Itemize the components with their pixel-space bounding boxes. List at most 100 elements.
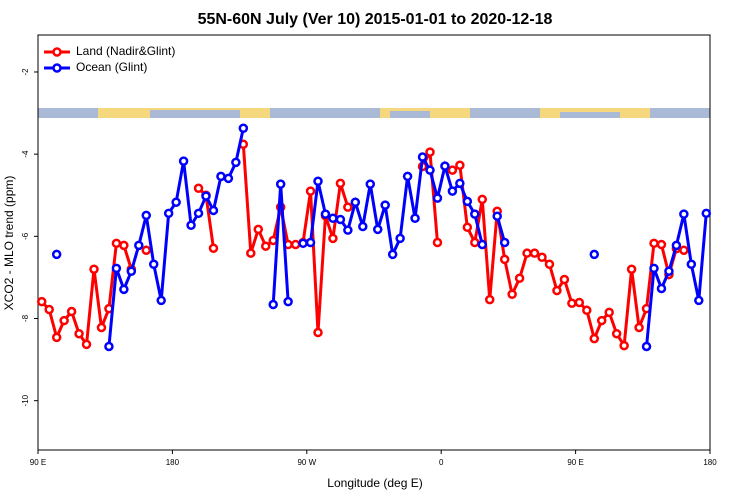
y-tick-label: -4 [21,150,30,158]
point [455,178,465,189]
point [305,186,316,196]
point [656,239,667,250]
point [649,263,659,274]
point [432,237,443,248]
point [641,341,652,352]
point [686,259,697,270]
point [305,237,316,248]
point [66,306,77,317]
legend-label: Land (Nadir&Glint) [76,44,175,58]
point [201,191,211,201]
point [223,173,234,184]
point [387,249,398,260]
series-line [107,127,708,347]
y-axis-label: XCO2 - MLO trend (ppm) [2,176,16,311]
point [582,305,592,316]
point [193,183,204,194]
point [552,285,562,296]
point [260,241,271,251]
point [358,221,368,232]
chart-title: 55N-60N July (Ver 10) 2015-01-01 to 2020… [198,11,553,28]
point [589,333,600,344]
point [611,328,622,339]
point [290,239,301,250]
point [208,205,219,216]
point [238,123,249,134]
point [701,208,712,219]
point [402,171,413,182]
x-tick-label: 180 [703,458,717,467]
point [246,248,256,258]
point [656,283,667,294]
map-strip [38,108,710,118]
point [604,307,614,318]
point [193,208,204,219]
point [410,213,420,224]
point [253,224,264,235]
point [350,197,361,207]
point [634,322,644,333]
point [328,213,338,224]
point [141,245,152,256]
point [679,245,689,256]
point [231,157,241,168]
x-tick-label: 180 [166,458,180,467]
point [298,238,308,249]
point [365,179,376,189]
x-tick-label: 90 E [30,458,46,467]
x-tick-label: 0 [439,458,444,467]
point [477,194,488,205]
point [529,248,540,258]
point [74,328,84,339]
point [417,152,428,162]
x-tick-label: 90 W [297,458,316,467]
point [447,165,458,175]
x-tick-label: 90 E [567,458,583,467]
point [313,327,323,338]
y-tick-label: -6 [21,232,30,240]
point [148,259,159,270]
point [514,273,525,283]
point [268,299,278,310]
point [126,266,137,277]
point [380,200,390,210]
point [477,239,488,250]
point [671,240,682,251]
point [522,248,532,258]
point [208,243,219,254]
point [313,176,323,187]
point [328,233,338,244]
point [156,295,166,306]
point [589,249,600,260]
point [163,208,174,219]
y-tick-label: -10 [21,394,30,406]
point [81,339,92,350]
legend-label: Ocean (Glint) [76,60,147,74]
point [51,249,62,260]
legend-marker [52,63,62,73]
point [499,254,510,265]
point [320,209,331,219]
plot-frame [37,34,711,451]
point [462,222,473,233]
point [470,237,480,248]
point [171,197,181,207]
x-axis-label: Longitude (deg E) [327,476,422,490]
point [425,165,435,175]
point [484,294,495,305]
point [283,296,293,307]
point [694,295,704,306]
point [679,209,689,219]
point [51,332,62,343]
point [372,224,383,235]
point [335,178,346,189]
point [492,211,502,221]
point [134,240,144,251]
point [559,274,570,285]
point [59,315,69,326]
legend-marker [52,47,62,57]
point [462,196,473,207]
point [44,304,54,315]
point [507,289,517,300]
